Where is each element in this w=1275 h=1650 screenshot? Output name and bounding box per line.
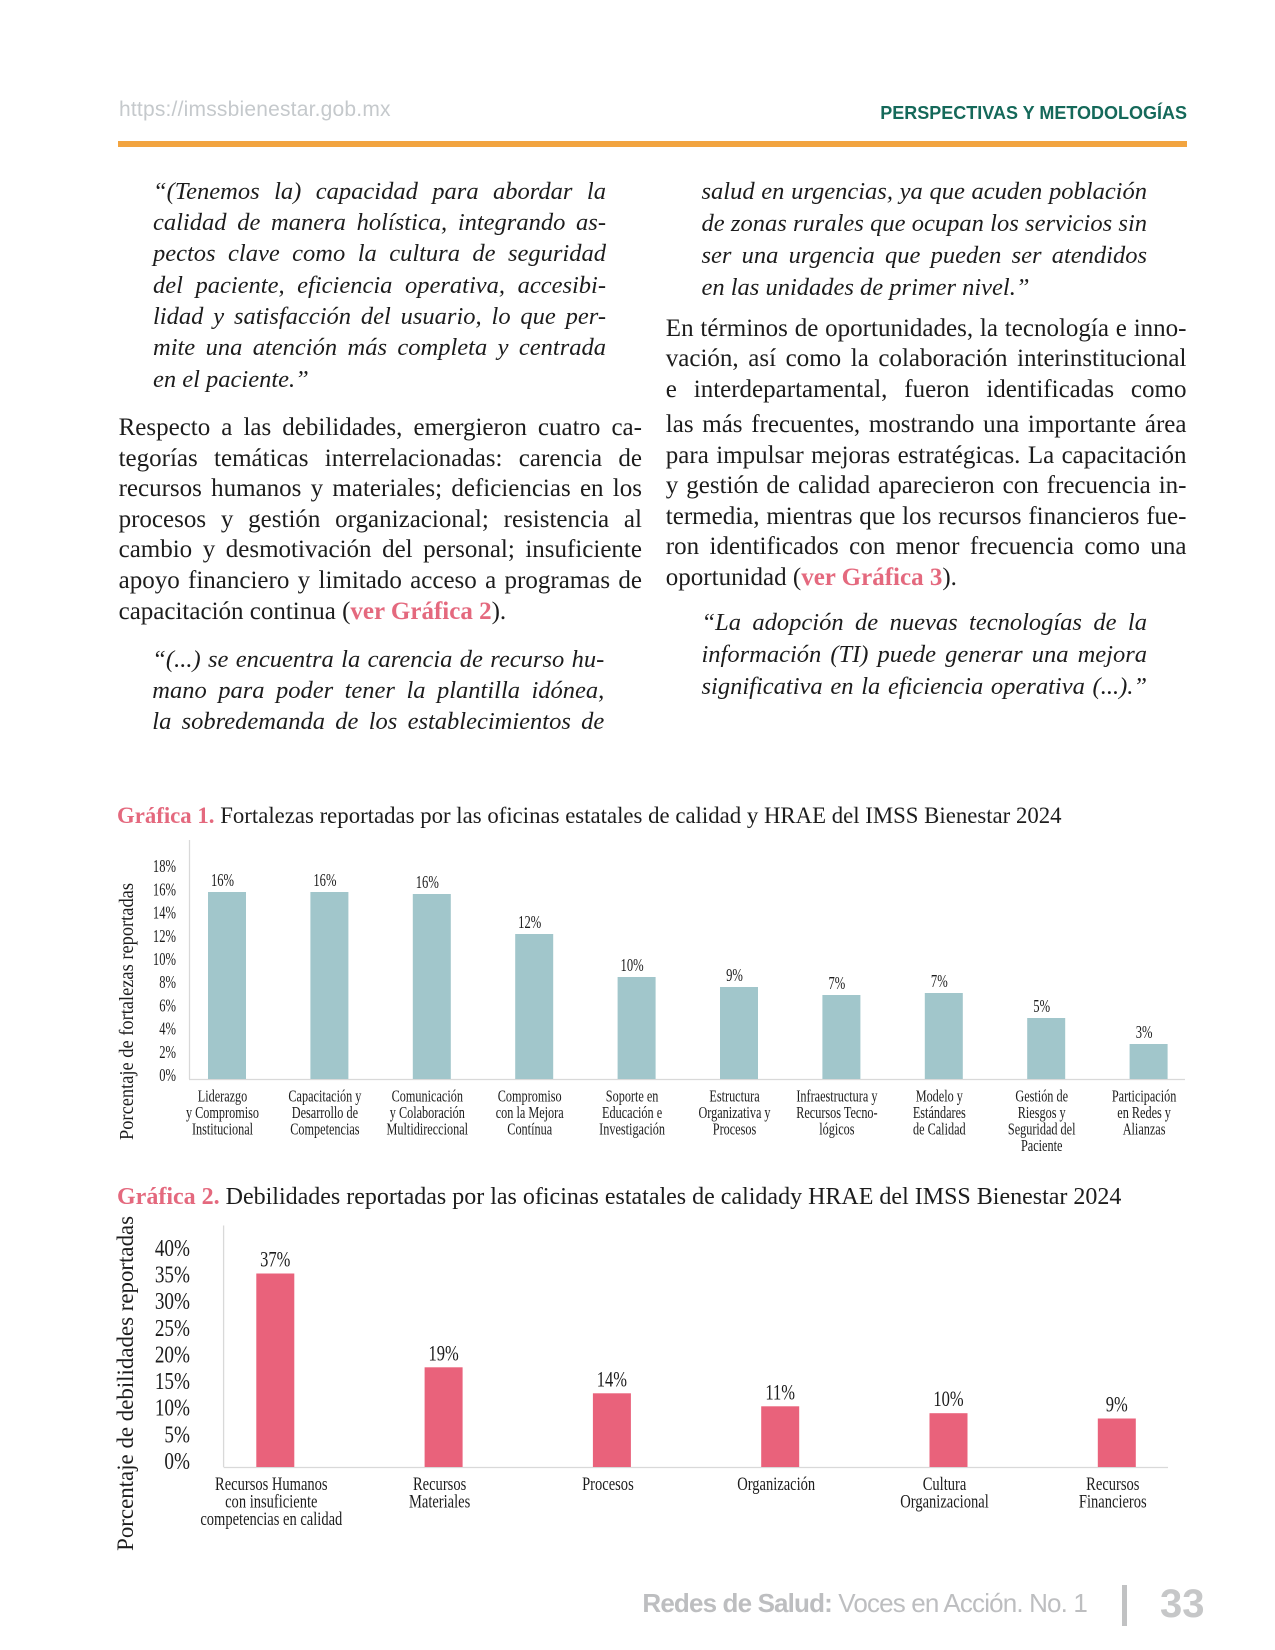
svg-text:Educación e: Educación e (602, 1104, 662, 1122)
svg-text:7%: 7% (931, 972, 948, 992)
svg-text:Procesos: Procesos (582, 1473, 634, 1494)
svg-text:10%: 10% (621, 956, 644, 976)
svg-text:con la Mejora: con la Mejora (496, 1104, 564, 1122)
svg-text:2%: 2% (159, 1043, 176, 1063)
svg-text:y Compromiso: y Compromiso (186, 1104, 259, 1122)
svg-text:0%: 0% (159, 1066, 176, 1086)
svg-text:Institucional: Institucional (192, 1121, 253, 1139)
svg-text:40%: 40% (155, 1235, 190, 1262)
svg-text:Porcentaje de fortalezas repor: Porcentaje de fortalezas reportadas (116, 883, 138, 1140)
svg-text:Porcentaje de debilidades repo: Porcentaje de debilidades reportadas (113, 1216, 138, 1551)
svg-text:Procesos: Procesos (713, 1121, 757, 1139)
svg-text:Riesgos y: Riesgos y (1018, 1104, 1066, 1122)
svg-text:0%: 0% (164, 1448, 190, 1475)
svg-text:18%: 18% (153, 857, 176, 877)
svg-text:16%: 16% (153, 880, 176, 900)
svg-text:25%: 25% (155, 1315, 190, 1342)
svg-text:8%: 8% (159, 973, 176, 993)
svg-text:9%: 9% (1106, 1393, 1128, 1417)
svg-text:Liderazgo: Liderazgo (198, 1088, 248, 1106)
svg-text:Estándares: Estándares (913, 1104, 966, 1122)
svg-text:16%: 16% (416, 873, 439, 893)
svg-text:3%: 3% (1136, 1023, 1153, 1043)
svg-text:Financieros: Financieros (1079, 1491, 1147, 1512)
svg-text:Seguridad del: Seguridad del (1008, 1121, 1076, 1139)
svg-text:12%: 12% (518, 913, 541, 933)
svg-text:10%: 10% (153, 950, 176, 970)
svg-text:Compromiso: Compromiso (498, 1088, 562, 1106)
svg-text:Materiales: Materiales (409, 1491, 470, 1512)
svg-text:Capacitación y: Capacitación y (288, 1088, 361, 1106)
svg-text:Gestión de: Gestión de (1015, 1088, 1068, 1106)
svg-text:Recursos Humanos: Recursos Humanos (215, 1473, 328, 1494)
svg-text:20%: 20% (155, 1341, 190, 1368)
svg-text:Infraestructura y: Infraestructura y (796, 1088, 878, 1106)
svg-text:37%: 37% (260, 1248, 290, 1272)
svg-text:Competencias: Competencias (290, 1121, 359, 1139)
svg-text:6%: 6% (159, 996, 176, 1016)
svg-text:30%: 30% (155, 1288, 190, 1315)
svg-text:en Redes y: en Redes y (1117, 1104, 1171, 1122)
svg-text:Multidireccional: Multidireccional (387, 1121, 468, 1139)
svg-text:4%: 4% (159, 1020, 176, 1040)
svg-text:Organización: Organización (737, 1473, 815, 1494)
svg-text:7%: 7% (829, 974, 846, 994)
svg-text:16%: 16% (211, 871, 234, 891)
svg-text:9%: 9% (726, 966, 743, 986)
svg-text:5%: 5% (164, 1421, 190, 1448)
svg-text:Organizativa y: Organizativa y (698, 1104, 771, 1122)
svg-text:10%: 10% (933, 1388, 963, 1412)
svg-text:y Colaboración: y Colaboración (390, 1104, 466, 1122)
svg-text:19%: 19% (428, 1342, 458, 1366)
svg-text:Recursos: Recursos (1086, 1473, 1139, 1494)
svg-text:12%: 12% (153, 927, 176, 947)
svg-text:Recursos Tecno-: Recursos Tecno- (796, 1104, 877, 1122)
svg-text:lógicos: lógicos (819, 1121, 855, 1139)
svg-text:Comunicación: Comunicación (392, 1088, 464, 1106)
svg-text:14%: 14% (153, 904, 176, 924)
svg-text:Participación: Participación (1112, 1088, 1177, 1106)
svg-text:competencias en calidad: competencias en calidad (200, 1508, 342, 1529)
svg-text:Desarrollo de: Desarrollo de (292, 1104, 359, 1122)
svg-text:10%: 10% (155, 1395, 190, 1422)
svg-text:Cultura: Cultura (923, 1473, 967, 1494)
svg-text:Modelo y: Modelo y (916, 1088, 964, 1106)
svg-text:Recursos: Recursos (413, 1473, 466, 1494)
svg-text:16%: 16% (313, 871, 336, 891)
svg-text:de Calidad: de Calidad (913, 1121, 966, 1139)
svg-text:Alianzas: Alianzas (1123, 1121, 1166, 1139)
svg-text:35%: 35% (155, 1262, 190, 1289)
svg-text:Paciente: Paciente (1021, 1137, 1063, 1155)
svg-text:Contínua: Contínua (507, 1121, 552, 1139)
svg-text:14%: 14% (597, 1368, 627, 1392)
svg-text:Organizacional: Organizacional (900, 1491, 989, 1512)
svg-text:15%: 15% (155, 1368, 190, 1395)
svg-text:con insuficiente: con insuficiente (225, 1491, 317, 1512)
svg-text:Investigación: Investigación (599, 1121, 665, 1139)
svg-text:Soporte en: Soporte en (606, 1088, 659, 1106)
svg-text:Estructura: Estructura (709, 1088, 760, 1106)
svg-text:11%: 11% (765, 1381, 795, 1405)
svg-text:5%: 5% (1033, 997, 1050, 1017)
